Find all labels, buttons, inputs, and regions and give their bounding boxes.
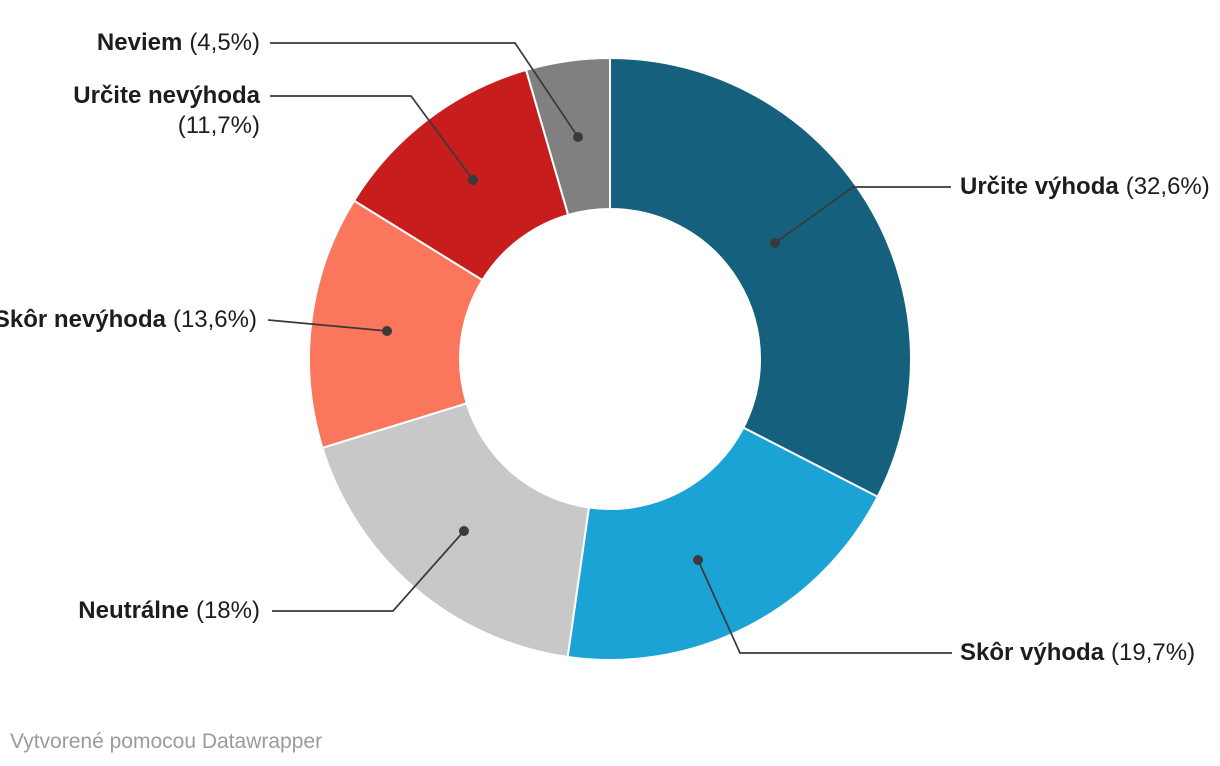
slice-label-skor-vyhoda: Skôr výhoda (19,7%) [960, 638, 1195, 668]
slice-urcite-vyhoda[interactable] [609, 56, 913, 499]
leader-dot-neutralne [459, 526, 469, 536]
slice-skor-nevyhoda[interactable] [308, 199, 484, 450]
slice-neutralne[interactable] [321, 402, 591, 659]
slice-label-name: Určite výhoda [960, 173, 1119, 200]
leader-dot-skor-nevyhoda [382, 326, 392, 336]
slice-label-neviem: Neviem (4,5%) [97, 28, 260, 58]
leader-line-urcite-nevyhoda [270, 95, 474, 181]
leader-dot-neviem [573, 132, 583, 142]
slice-label-neutralne: Neutrálne (18%) [78, 596, 260, 626]
slice-urcite-nevyhoda[interactable] [352, 68, 570, 282]
slice-label-percent: (11,7%) [177, 112, 260, 139]
slice-label-percent: (19,7%) [1111, 639, 1196, 666]
slice-label-name: Určite nevýhoda [73, 82, 260, 109]
slice-label-skor-nevyhoda: Skôr nevýhoda (13,6%) [0, 305, 257, 335]
leader-line-neutralne [272, 530, 465, 612]
slice-label-name: Neviem [96, 29, 183, 56]
slice-label-percent: (13,6%) [172, 306, 257, 333]
datawrapper-credit-link[interactable]: Vytvorené pomocou Datawrapper [10, 730, 323, 753]
slice-label-percent: (4,5%) [189, 29, 260, 56]
slice-label-percent: (18%) [195, 597, 260, 624]
slice-neviem[interactable] [524, 56, 611, 217]
slice-label-urcite-nevyhoda: Určite nevýhoda (11,7%) [73, 81, 260, 141]
slice-label-percent: (32,6%) [1125, 173, 1210, 200]
slice-label-name: Neutrálne [78, 597, 189, 624]
slice-label-name: Skôr nevýhoda [0, 306, 166, 333]
leader-dot-urcite-nevyhoda [468, 175, 478, 185]
leader-dot-skor-vyhoda [693, 555, 703, 565]
slice-label-name: Skôr výhoda [960, 639, 1105, 666]
leader-line-urcite-vyhoda [774, 186, 951, 244]
slice-skor-vyhoda[interactable] [566, 426, 879, 661]
slice-label-urcite-vyhoda: Určite výhoda (32,6%) [960, 172, 1210, 202]
leader-dot-urcite-vyhoda [770, 238, 780, 248]
leader-line-neviem [270, 42, 579, 138]
leader-line-skor-nevyhoda [267, 319, 388, 332]
leader-line-skor-vyhoda [697, 559, 952, 654]
